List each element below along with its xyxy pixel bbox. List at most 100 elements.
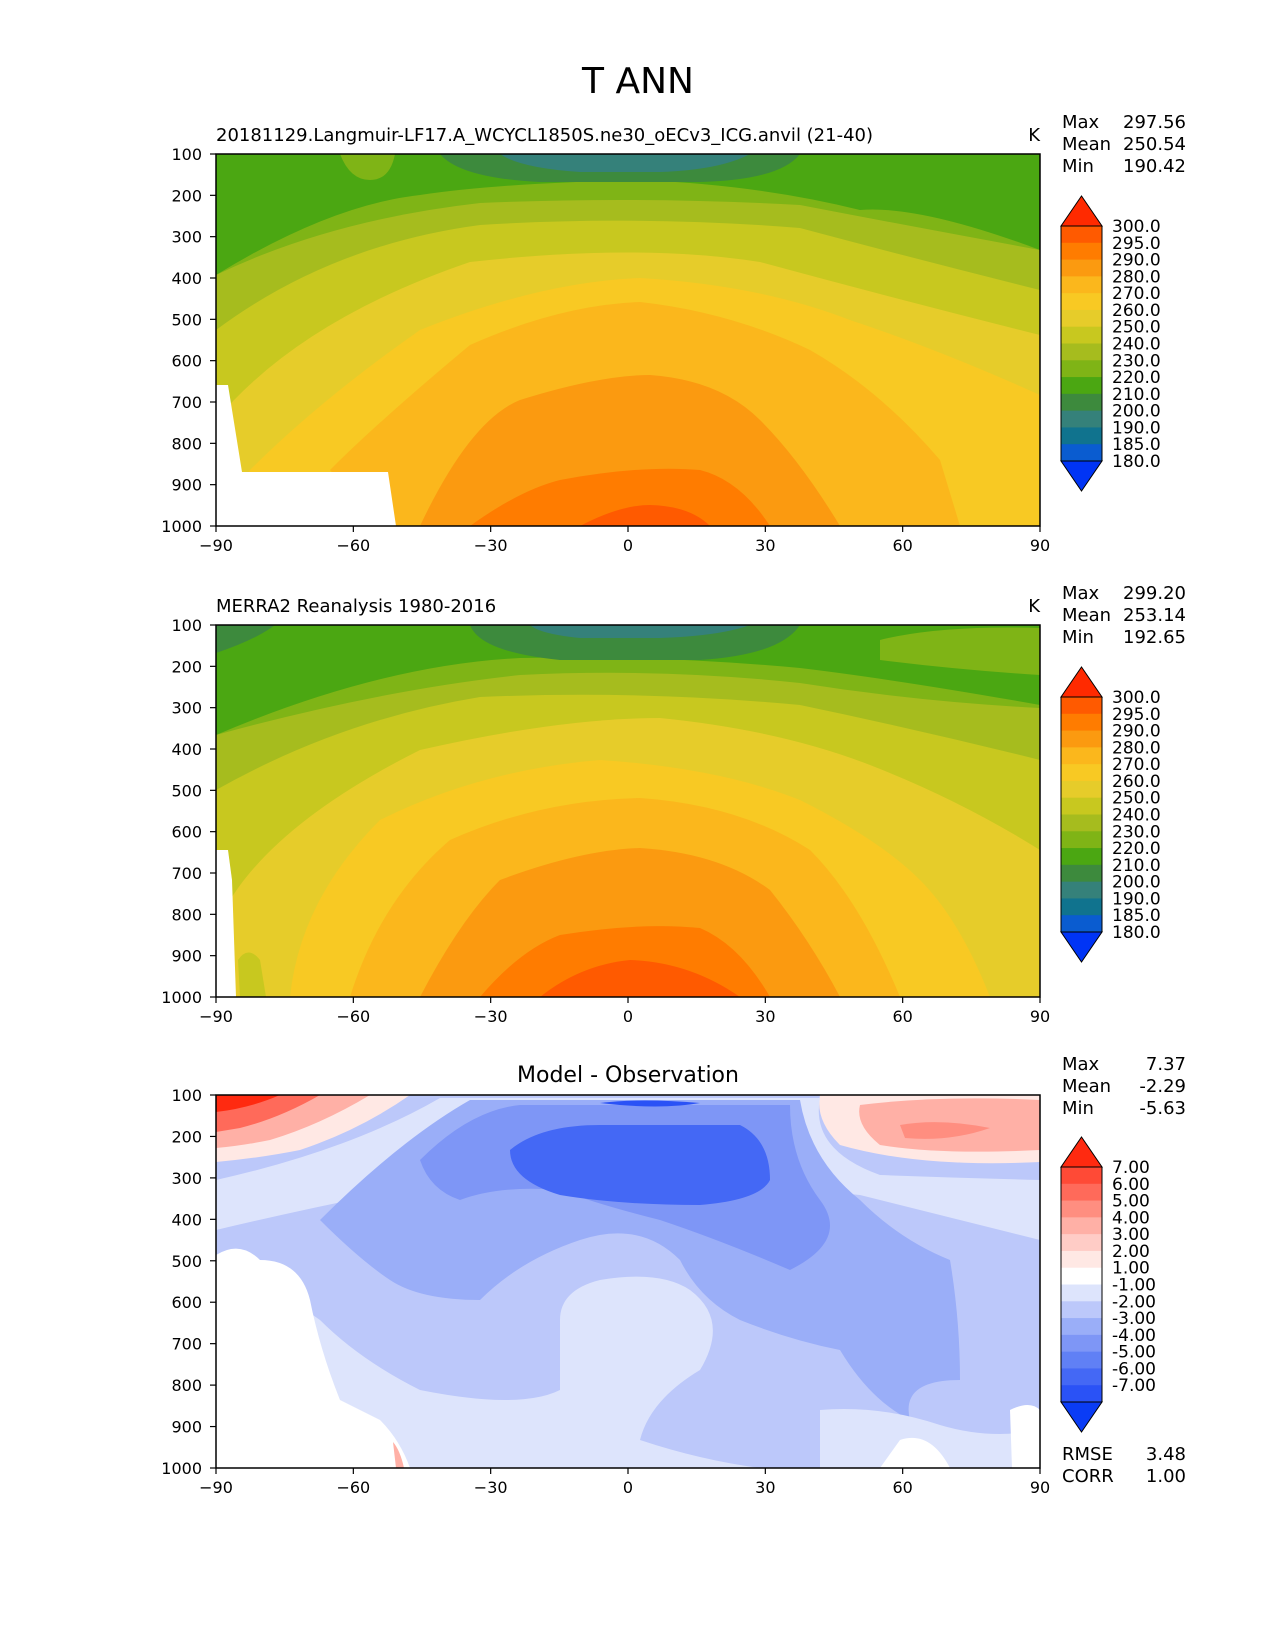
colorbar-swatch <box>1061 814 1102 832</box>
colorbar-swatch <box>1061 848 1102 866</box>
colorbar-extend-max <box>1060 666 1103 698</box>
colorbar-difference: 7.006.005.004.003.002.001.00-1.00-2.00-3… <box>1060 1136 1156 1433</box>
stat-label: Max <box>1062 1054 1100 1075</box>
units-observation: K <box>1028 596 1041 617</box>
colorbar-swatch <box>1061 1318 1102 1336</box>
y-tick-label: 1000 <box>161 988 202 1007</box>
colorbar-level: 2.00 <box>1112 1242 1150 1262</box>
y-tick-label: 200 <box>171 1127 202 1146</box>
x-tick-label: −60 <box>336 1007 370 1026</box>
colorbar-level: 260.0 <box>1112 772 1161 792</box>
x-tick-label: 0 <box>623 536 633 555</box>
x-tick-label: 30 <box>755 1478 775 1497</box>
x-tick-label: 60 <box>892 536 912 555</box>
band-295-300 <box>470 468 770 526</box>
panel-title-observation: MERRA2 Reanalysis 1980-2016 <box>216 596 496 617</box>
figure-title: T ANN <box>581 61 694 102</box>
y-tick-label: 300 <box>171 699 202 718</box>
colorbar-swatch <box>1061 343 1102 361</box>
x-tick-label: 60 <box>892 1007 912 1026</box>
x-tick-label: 30 <box>755 1007 775 1026</box>
colorbar-swatch <box>1061 881 1102 899</box>
y-tick-label: 800 <box>171 905 202 924</box>
stat-value: -2.29 <box>1139 1076 1186 1097</box>
colorbar-swatch <box>1061 410 1102 428</box>
colorbar-level: 200.0 <box>1112 873 1161 893</box>
x-tick-label: −90 <box>199 1478 233 1497</box>
band-230-240-nw <box>340 154 395 180</box>
colorbar-level: 270.0 <box>1112 284 1161 304</box>
band-neg5 <box>510 1125 770 1205</box>
x-tick-label: −30 <box>474 1007 508 1026</box>
colorbar-extend-min <box>1060 460 1103 492</box>
band-210-220 <box>216 625 1040 735</box>
colorbar-frame <box>1060 1166 1103 1403</box>
band-near0-se <box>1010 1405 1040 1468</box>
stats-difference: Max 7.37 Mean -2.29 Min -5.63 <box>1062 1054 1186 1119</box>
colorbar-level: 180.0 <box>1112 452 1161 472</box>
colorbar-extend-max <box>1060 1136 1103 1168</box>
y-tick-label: 700 <box>171 393 202 412</box>
colorbar-swatch <box>1061 226 1102 244</box>
units-model: K <box>1028 125 1041 146</box>
band-neg6 <box>600 1100 700 1107</box>
y-tick-label: 900 <box>171 1418 202 1437</box>
colorbar-level: -3.00 <box>1112 1309 1156 1329</box>
stat-label: RMSE <box>1062 1444 1113 1465</box>
colorbar-level: 280.0 <box>1112 267 1161 287</box>
y-tick-label: 300 <box>171 228 202 247</box>
colorbar-swatch <box>1061 1284 1102 1302</box>
y-tick-label: 200 <box>171 186 202 205</box>
colorbar-swatch <box>1061 427 1102 445</box>
band-neg1-e <box>820 1409 1040 1468</box>
y-tick-label: 300 <box>171 1169 202 1188</box>
stat-label: Max <box>1062 112 1100 133</box>
panel-model <box>216 154 1040 526</box>
axes-difference: −90 −60 −30 0 30 60 90 100 200 300 400 500 600 700 800… <box>161 1086 1050 1497</box>
stat-value: 253.14 <box>1123 605 1186 626</box>
rmse-corr: RMSE 3.48 CORR 1.00 <box>1062 1444 1186 1487</box>
stat-label: Max <box>1062 583 1100 604</box>
x-tick-label: 60 <box>892 1478 912 1497</box>
colorbar-swatch <box>1061 780 1102 799</box>
colorbar-swatch <box>1061 1301 1102 1319</box>
y-tick-label: 700 <box>171 864 202 883</box>
panel-observation <box>216 625 1040 997</box>
colorbar-level: 210.0 <box>1112 385 1161 405</box>
x-tick-label: −90 <box>199 1007 233 1026</box>
colorbar-level: 200.0 <box>1112 402 1161 422</box>
colorbar-level: 6.00 <box>1112 1175 1150 1195</box>
stat-label: Min <box>1062 627 1094 648</box>
stat-value: 3.48 <box>1146 1444 1186 1465</box>
colorbar-level: 7.00 <box>1112 1158 1150 1178</box>
y-tick-label: 800 <box>171 434 202 453</box>
colorbar-swatch <box>1061 713 1102 732</box>
x-tick-label: 30 <box>755 536 775 555</box>
x-tick-label: −30 <box>474 536 508 555</box>
colorbar-swatch <box>1061 293 1102 311</box>
band-300 <box>580 505 710 526</box>
colorbar-extend-max <box>1060 195 1103 227</box>
band-240-250-sw <box>238 952 266 997</box>
stat-value: 297.56 <box>1123 112 1186 133</box>
colorbar-level: 250.0 <box>1112 789 1161 809</box>
colorbar-level: 300.0 <box>1112 688 1161 708</box>
stats-model: Max 297.56 Mean 250.54 Min 190.42 <box>1062 112 1186 177</box>
panel-title-model: 20181129.Langmuir-LF17.A_WCYCL1850S.ne30… <box>216 125 873 146</box>
stat-value: 190.42 <box>1123 156 1186 177</box>
band-pos7 <box>216 1095 280 1112</box>
colorbar-swatch <box>1061 764 1102 782</box>
x-tick-label: 90 <box>1030 1478 1050 1497</box>
colorbar-swatch <box>1061 377 1102 395</box>
band-220-230-ne <box>880 627 1040 675</box>
band-near0-w <box>216 1248 410 1468</box>
colorbar-swatch <box>1061 360 1102 378</box>
colorbar-swatch <box>1061 1234 1102 1252</box>
stat-label: Mean <box>1062 134 1111 155</box>
colorbar-swatch <box>1061 831 1102 849</box>
colorbar-swatch <box>1061 797 1102 815</box>
colorbar-swatch <box>1061 1183 1102 1202</box>
y-tick-label: 100 <box>171 145 202 164</box>
stat-label: Min <box>1062 1098 1094 1119</box>
